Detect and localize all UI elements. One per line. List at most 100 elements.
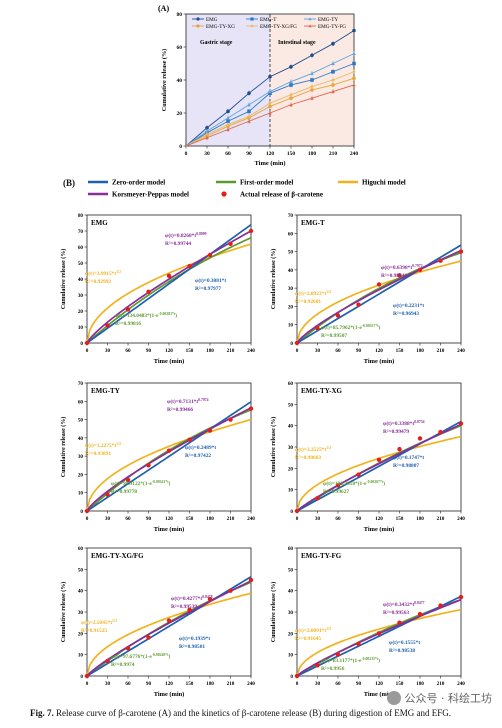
actual-point [376, 282, 382, 287]
y-tick-label: 40 [177, 78, 183, 84]
data-point [268, 111, 272, 115]
y-tick-label: 50 [288, 250, 294, 256]
actual-point [146, 635, 151, 640]
x-tick-label: 90 [246, 151, 252, 157]
y-tick-label: 0 [290, 509, 293, 515]
y-tick-label: 70 [78, 381, 84, 387]
data-point [205, 135, 209, 140]
actual-point [228, 417, 233, 422]
x-tick-label: 120 [375, 348, 383, 354]
data-point [268, 74, 272, 79]
data-point [226, 119, 230, 124]
y-tick-label: 10 [288, 323, 294, 329]
actual-point [438, 603, 443, 608]
y-tick-label: 20 [78, 309, 84, 315]
data-point [268, 89, 272, 93]
x-tick-label: 240 [457, 348, 465, 354]
equation-body: φ(t)=0.6398*t [381, 264, 412, 271]
actual-point [125, 646, 131, 651]
model-curve-zero [296, 244, 462, 344]
x-tick-label: 120 [165, 681, 173, 687]
legend-marker-EMG-TY-FG [308, 24, 312, 28]
y-tick-label: 40 [288, 268, 294, 274]
data-point [310, 88, 314, 92]
equation-r2-higuchi: R²=0.90663 [295, 455, 321, 461]
equation-kp: φ(t)=0.6398*t0.7972 [381, 264, 423, 271]
subplot-emg-t: EMG-T 0 10 20 30 40 50 60 70 0 30 60 90 120 150 180 210 2… [270, 213, 465, 365]
actual-point [376, 457, 382, 462]
legend-marker-EMG-TY [308, 17, 312, 21]
x-tick-label: 180 [206, 516, 214, 522]
y-tick-label: 0 [290, 674, 293, 680]
data-point [352, 51, 356, 56]
intestinal-stage-label: Intestinal stage [278, 40, 316, 46]
actual-point [84, 340, 90, 346]
x-tick-label: 90 [356, 681, 362, 687]
subplot-frame [296, 547, 462, 677]
x-tick-label: 120 [165, 516, 173, 522]
x-tick-label: 240 [457, 681, 465, 687]
equation-body: φ(t)=0.8268*t [165, 232, 196, 239]
actual-point [356, 472, 361, 477]
actual-point [294, 340, 300, 346]
x-tick-label: 90 [146, 516, 152, 522]
equation-exponent: 0.8734 [414, 420, 425, 424]
model-curve-kp [86, 580, 252, 677]
x-tick-label: 150 [186, 348, 194, 354]
x-tick-label: 120 [375, 681, 383, 687]
data-point [226, 116, 230, 120]
model-curve-first [86, 409, 252, 512]
x-tick-label: 30 [105, 681, 111, 687]
actual-point [335, 483, 341, 488]
x-tick-label: 30 [204, 151, 210, 157]
y-tick-label: 10 [78, 491, 84, 497]
data-point [226, 109, 230, 114]
equation-r2-zero: R²=0.97422 [185, 453, 211, 459]
actual-point [294, 673, 300, 679]
x-tick-label: 150 [186, 516, 194, 522]
equation-body: φ(t)=0.1939*t [179, 635, 210, 642]
actual-point [84, 673, 90, 679]
model-curve-higuchi [86, 418, 252, 512]
equation-r2-kp: R²=0.99479 [383, 429, 409, 435]
y-tick-label: 60 [177, 45, 183, 51]
equation-body: φ(t)=0.2231*t [393, 302, 424, 309]
model-curve-higuchi [86, 243, 252, 344]
y-tick-label: 50 [78, 567, 84, 573]
panel-a-label: (A) [158, 4, 169, 13]
y-tick-label: 60 [288, 381, 294, 387]
equation-higuchi: φ(t)=2.8923*t1/2 [295, 290, 331, 297]
equation-r2-higuchi: R²=0.92992 [85, 279, 111, 285]
legend-marker-EMG-TY-XG [196, 24, 200, 28]
model-curve-zero [86, 575, 252, 677]
y-tick-label: 80 [177, 12, 183, 18]
actual-point [458, 421, 464, 426]
equation-first: φ(t)=85.7962*(1-e-0.00357*t) [321, 324, 381, 331]
legend-marker-EMG-TY-XG/FG [250, 24, 254, 28]
x-tick-label: 180 [206, 348, 214, 354]
equation-first: φ(t)=102.2618*(1-e-0.00207*t) [323, 480, 385, 487]
data-point [247, 102, 251, 107]
x-tick-label: 240 [247, 348, 255, 354]
equation-tail: ) [169, 480, 171, 487]
equation-r2-first: R²=0.9974 [111, 662, 135, 668]
x-tick-label: 150 [396, 348, 404, 354]
x-tick-label: 150 [396, 681, 404, 687]
equation-exponent: 1/2 [116, 270, 121, 274]
equation-exponent: -0.00249*t [152, 653, 170, 657]
equation-tail: ) [383, 480, 385, 487]
y-tick-label: 30 [78, 610, 84, 616]
actual-point [356, 302, 361, 307]
y-tick-label: 70 [288, 213, 294, 219]
actual-point [166, 273, 172, 278]
equation-exponent: 1/2 [112, 619, 117, 623]
data-point [310, 84, 314, 89]
x-axis-title: Time (min) [154, 691, 185, 698]
data-point [247, 119, 251, 123]
y-axis-title: Cumulative release (%) [60, 249, 67, 310]
actual-point [376, 631, 382, 636]
actual-point [187, 607, 192, 613]
equation-r2-kp: R²=0.99539 [171, 604, 197, 610]
legend-label-EMG-TY-FG: EMG-TY-FG [318, 24, 346, 30]
y-tick-label: 30 [78, 293, 84, 299]
